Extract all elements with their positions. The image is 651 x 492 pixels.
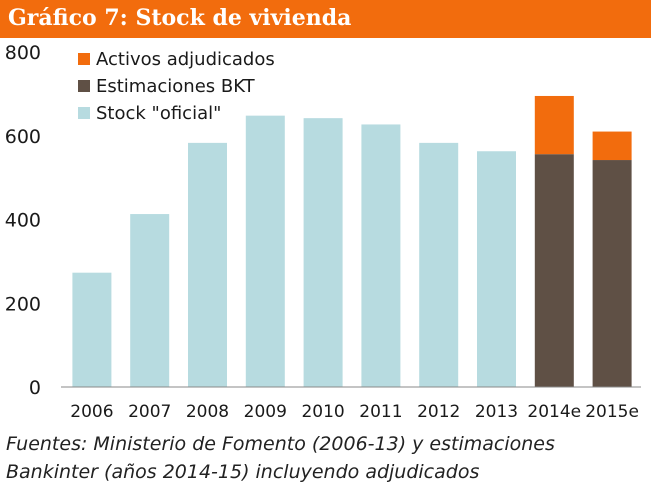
stacked-bar-chart: 0 200 400 600 800 2006 2007 2008 2009 2010 2011 201… xyxy=(5,42,641,422)
x-tick-label: 2007 xyxy=(128,402,171,422)
x-tick-label: 2008 xyxy=(186,402,229,422)
legend-label: Estimaciones BKT xyxy=(96,76,256,97)
legend-label: Activos adjudicados xyxy=(96,49,275,70)
bar-stock-oficial-2012 xyxy=(419,142,459,387)
x-tick-label: 2012 xyxy=(417,402,460,422)
source-note-line-2: Bankinter (años 2014-15) incluyendo adju… xyxy=(6,461,480,483)
chart-title: Gráfico 7: Stock de vivienda xyxy=(8,5,352,31)
x-tick-label: 2010 xyxy=(301,402,344,422)
x-tick-label: 2011 xyxy=(359,402,402,422)
x-tick-label: 2015e xyxy=(585,402,639,422)
x-tick-label: 2013 xyxy=(475,402,518,422)
x-tick-label: 2006 xyxy=(70,402,113,422)
y-tick-label: 400 xyxy=(5,210,41,232)
bar-stock-oficial-2008 xyxy=(188,142,227,387)
bar-stock-oficial-2011 xyxy=(361,124,401,387)
x-tick-label: 2009 xyxy=(244,402,287,422)
bar-estimaciones-bkt-2014e xyxy=(534,154,574,387)
legend-swatch xyxy=(78,107,90,119)
source-note: Fuentes: Ministerio de Fomento (2006-13)… xyxy=(6,430,646,486)
title-bar: Gráfico 7: Stock de vivienda xyxy=(0,0,651,38)
y-tick-label: 0 xyxy=(29,377,41,399)
x-tick-label: 2014e xyxy=(527,402,581,422)
bar-stock-oficial-2009 xyxy=(245,115,285,388)
bar-activos-adjudicados-2015e xyxy=(592,131,632,161)
y-tick-label: 200 xyxy=(5,293,41,315)
legend-label: Stock "oficial" xyxy=(96,103,221,124)
bar-stock-oficial-2013 xyxy=(477,151,516,387)
source-note-line-1: Fuentes: Ministerio de Fomento (2006-13)… xyxy=(6,433,555,455)
legend-swatch xyxy=(78,53,90,65)
bar-activos-adjudicados-2014e xyxy=(534,95,574,155)
bar-stock-oficial-2007 xyxy=(130,214,170,387)
bar-stock-oficial-2006 xyxy=(72,272,112,387)
y-tick-label: 600 xyxy=(5,126,41,148)
y-tick-label: 800 xyxy=(5,42,41,64)
bar-estimaciones-bkt-2015e xyxy=(592,160,632,387)
bar-stock-oficial-2010 xyxy=(303,118,343,387)
legend-swatch xyxy=(78,80,90,92)
